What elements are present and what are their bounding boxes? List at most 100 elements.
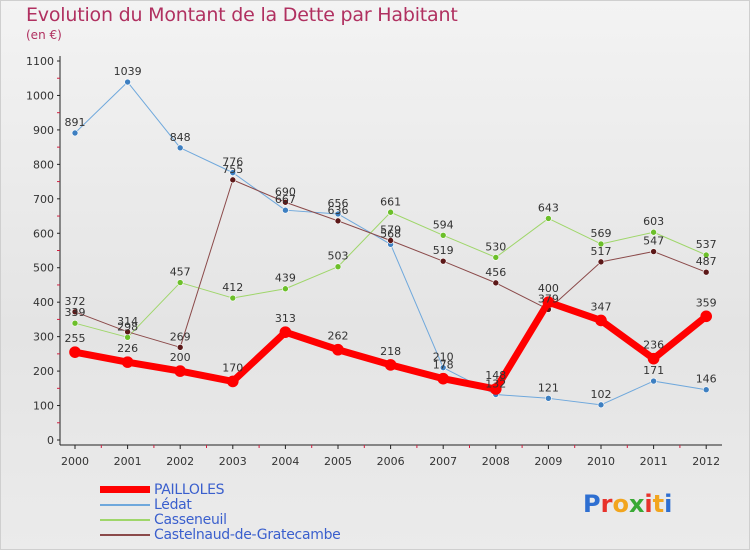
data-point-pailloles	[437, 372, 450, 385]
chart-title: Evolution du Montant de la Dette par Hab…	[26, 4, 458, 26]
data-label-l-dat: 656	[328, 197, 349, 210]
data-label-castelnaud-de-gratecambe: 636	[328, 204, 349, 217]
data-point-castelnaud-de-gratecambe	[597, 258, 605, 266]
y-tick-label: 1100	[26, 55, 54, 68]
x-tick-label: 2008	[482, 455, 510, 468]
data-point-casseneuil	[229, 294, 237, 302]
data-point-casseneuil	[334, 263, 342, 270]
data-point-pailloles	[542, 296, 555, 308]
data-point-castelnaud-de-gratecambe	[176, 344, 184, 351]
x-tick-label: 2012	[692, 455, 720, 468]
data-point-castelnaud-de-gratecambe	[439, 257, 447, 265]
data-label-casseneuil: 643	[538, 201, 559, 214]
chart-subtitle: (en €)	[26, 28, 62, 42]
data-label-castelnaud-de-gratecambe: 517	[591, 245, 612, 258]
legend-label: Casseneuil	[154, 511, 227, 528]
legend-swatch	[100, 533, 150, 536]
data-label-l-dat: 210	[433, 351, 454, 364]
y-tick-label: 800	[33, 158, 54, 171]
data-point-casseneuil	[439, 232, 447, 239]
legend-swatch	[100, 486, 150, 493]
data-point-casseneuil	[492, 254, 500, 261]
legend-label: Lédat	[154, 496, 192, 513]
data-label-casseneuil: 603	[643, 215, 664, 228]
data-label-l-dat: 667	[275, 193, 296, 206]
data-point-pailloles	[279, 326, 292, 338]
y-tick-label: 600	[33, 227, 54, 240]
data-label-castelnaud-de-gratecambe: 579	[380, 224, 401, 237]
data-label-casseneuil: 412	[222, 281, 243, 294]
data-point-l-dat	[124, 78, 131, 86]
data-label-casseneuil: 503	[328, 250, 349, 263]
data-label-casseneuil: 298	[117, 320, 138, 333]
data-label-l-dat: 132	[485, 378, 506, 391]
data-label-pailloles: 236	[643, 339, 664, 352]
data-point-l-dat	[229, 169, 237, 176]
data-label-pailloles: 178	[433, 359, 454, 372]
data-point-pailloles	[332, 343, 344, 356]
data-point-castelnaud-de-gratecambe	[650, 248, 657, 255]
data-label-pailloles: 347	[591, 300, 612, 313]
data-label-pailloles: 255	[65, 332, 86, 345]
logo-letter: i	[664, 490, 673, 518]
data-point-pailloles	[121, 356, 134, 368]
data-label-pailloles: 170	[222, 361, 243, 374]
legend-item-casseneuil: Casseneuil	[100, 511, 340, 528]
data-point-l-dat	[545, 395, 552, 402]
y-tick-label: 900	[33, 124, 54, 137]
logo-letter: i	[644, 490, 653, 518]
y-tick-label: 700	[33, 193, 54, 206]
data-label-casseneuil: 530	[485, 240, 506, 253]
data-label-l-dat: 171	[643, 364, 664, 377]
x-tick-label: 2009	[534, 455, 562, 468]
data-label-l-dat: 1039	[114, 65, 142, 78]
data-label-casseneuil: 569	[591, 227, 612, 240]
data-label-l-dat: 848	[170, 131, 191, 144]
x-tick-label: 2000	[61, 455, 89, 468]
data-point-l-dat	[71, 129, 79, 137]
data-point-l-dat	[597, 401, 605, 409]
data-point-pailloles	[595, 314, 607, 327]
data-label-castelnaud-de-gratecambe: 755	[222, 163, 243, 176]
data-label-castelnaud-de-gratecambe: 314	[117, 315, 138, 328]
data-label-castelnaud-de-gratecambe: 372	[65, 295, 86, 308]
data-label-castelnaud-de-gratecambe: 456	[485, 266, 506, 279]
logo-letter: P	[583, 490, 601, 518]
data-point-l-dat	[282, 206, 289, 214]
data-point-castelnaud-de-gratecambe	[702, 268, 710, 276]
legend-swatch	[100, 518, 150, 521]
y-tick-label: 400	[33, 296, 54, 309]
data-label-castelnaud-de-gratecambe: 379	[538, 292, 559, 305]
data-point-casseneuil	[702, 251, 710, 259]
data-label-l-dat: 568	[380, 227, 401, 240]
data-point-pailloles	[69, 346, 81, 358]
data-label-casseneuil: 439	[275, 272, 296, 285]
data-point-l-dat	[334, 210, 342, 218]
logo-letter: t	[652, 490, 665, 518]
data-label-l-dat: 146	[696, 373, 717, 386]
data-label-pailloles: 359	[696, 296, 717, 309]
data-label-casseneuil: 339	[65, 306, 86, 319]
data-label-casseneuil: 661	[380, 195, 401, 208]
data-point-casseneuil	[71, 319, 79, 327]
x-tick-label: 2006	[377, 455, 405, 468]
data-label-l-dat: 891	[65, 116, 86, 129]
x-tick-label: 2005	[324, 455, 352, 468]
data-label-pailloles: 313	[275, 312, 296, 325]
data-point-castelnaud-de-gratecambe	[124, 328, 131, 336]
y-tick-label: 200	[33, 365, 54, 378]
data-point-casseneuil	[124, 334, 131, 341]
data-point-castelnaud-de-gratecambe	[492, 279, 500, 287]
legend-label: PAILLOLES	[154, 481, 225, 498]
data-point-pailloles	[700, 310, 713, 323]
logo-letter: r	[600, 490, 613, 518]
data-label-pailloles: 262	[328, 330, 349, 343]
y-tick-label: 1000	[26, 89, 54, 102]
data-point-l-dat	[176, 144, 184, 152]
data-label-pailloles: 226	[117, 342, 138, 355]
data-point-casseneuil	[545, 215, 552, 222]
data-label-pailloles: 148	[485, 369, 506, 382]
chart-legend: PAILLOLES Lédat Casseneuil Castelnaud-de-Gr…	[100, 481, 341, 543]
proxiti-logo: Proxiti	[583, 490, 672, 518]
